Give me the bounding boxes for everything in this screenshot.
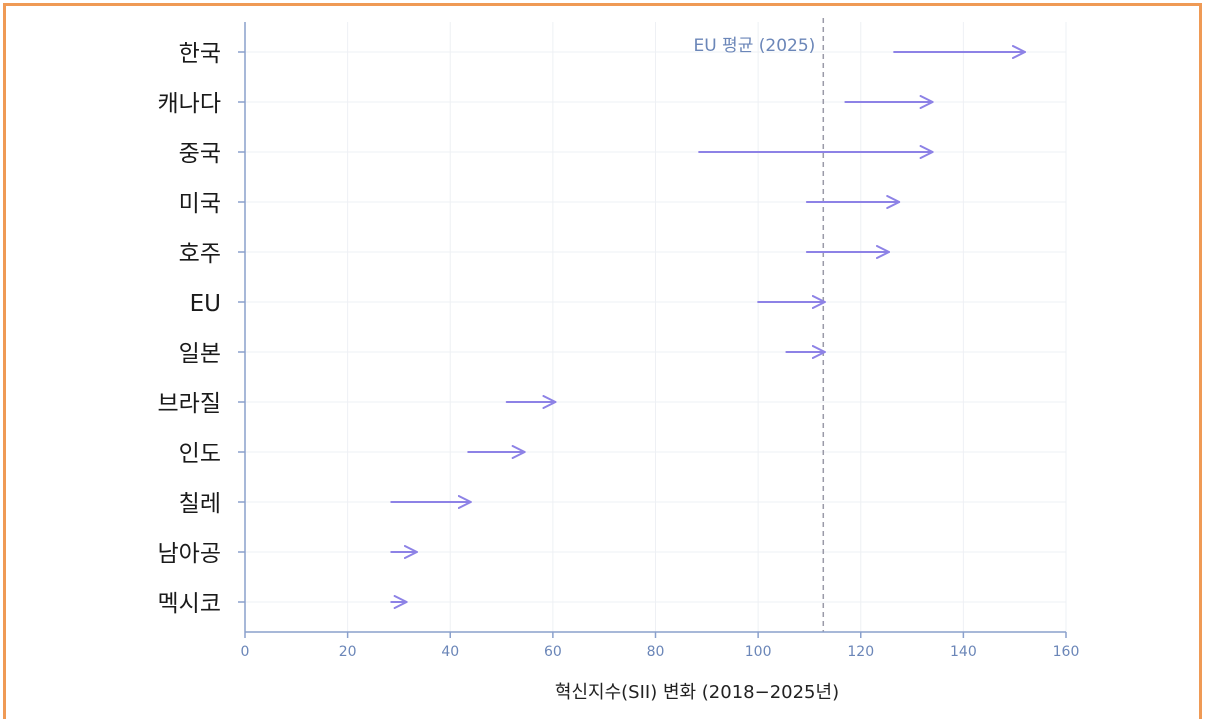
- x-tick-labels: 0 20 40 60 80 100 120 140 160: [241, 644, 1080, 660]
- x-tick-label: 120: [847, 644, 874, 660]
- category-label: 중국: [179, 141, 221, 167]
- category-label: 캐나다: [158, 91, 221, 117]
- category-label: 브라질: [158, 391, 221, 417]
- x-tick-label: 100: [745, 644, 772, 660]
- category-label: 멕시코: [158, 591, 221, 617]
- x-tick-label: 80: [647, 644, 665, 660]
- x-tick-label: 40: [441, 644, 459, 660]
- reference-line-group: EU 평균 (2025): [693, 18, 825, 632]
- category-label: 한국: [179, 41, 221, 67]
- x-tick-label: 140: [950, 644, 977, 660]
- category-label: 인도: [179, 441, 221, 467]
- chart-frame: [3, 3, 1202, 719]
- category-label: 호주: [179, 241, 221, 267]
- x-tick-label: 60: [544, 644, 562, 660]
- x-tick-label: 160: [1053, 644, 1080, 660]
- category-label: 칠레: [179, 491, 221, 517]
- x-tick-label: 20: [339, 644, 357, 660]
- category-label: EU: [190, 291, 221, 317]
- grid: [244, 22, 1067, 632]
- x-tick-label: 0: [241, 644, 250, 660]
- x-axis-title: 혁신지수(SII) 변화 (2018−2025년): [555, 682, 839, 703]
- arrows: [390, 45, 1026, 609]
- category-label: 남아공: [158, 541, 221, 567]
- category-label: 일본: [179, 341, 221, 367]
- eu-average-label: EU 평균 (2025): [693, 36, 815, 56]
- axes: [238, 22, 1067, 638]
- category-label: 미국: [179, 191, 221, 217]
